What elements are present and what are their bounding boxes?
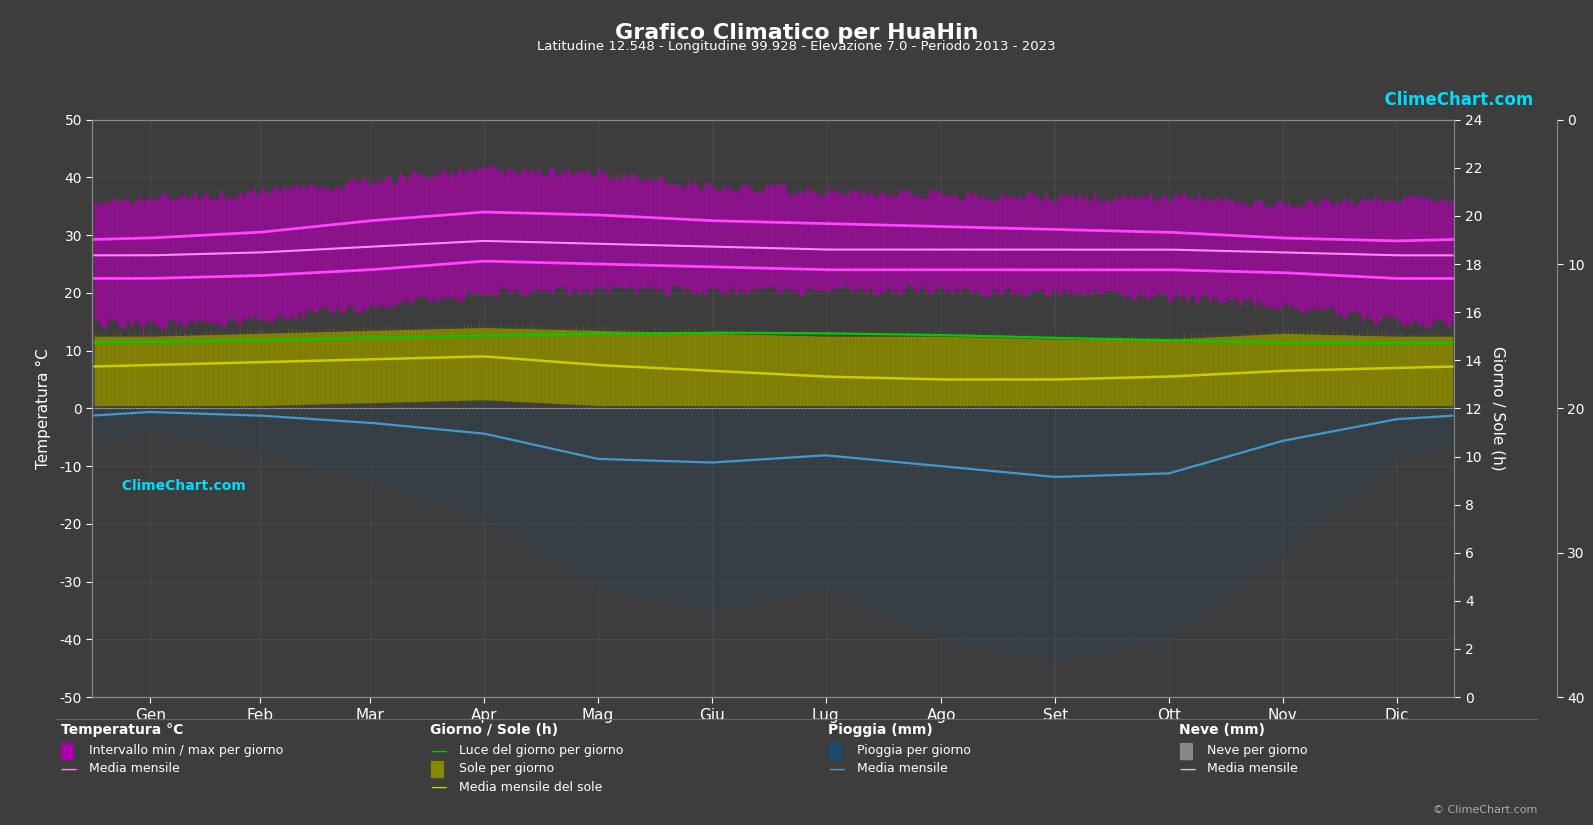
Text: —: — (430, 742, 446, 760)
Text: Media mensile del sole: Media mensile del sole (459, 780, 602, 794)
Text: Luce del giorno per giorno: Luce del giorno per giorno (459, 744, 623, 757)
Text: Intervallo min / max per giorno: Intervallo min / max per giorno (89, 744, 284, 757)
Text: █: █ (61, 742, 73, 760)
Text: Neve (mm): Neve (mm) (1179, 724, 1265, 737)
Text: Media mensile: Media mensile (857, 762, 948, 776)
Text: Giorno / Sole (h): Giorno / Sole (h) (430, 724, 558, 737)
Text: —: — (430, 778, 446, 796)
Text: © ClimeChart.com: © ClimeChart.com (1432, 805, 1537, 815)
Text: Grafico Climatico per HuaHin: Grafico Climatico per HuaHin (615, 23, 978, 43)
Text: Latitudine 12.548 - Longitudine 99.928 - Elevazione 7.0 - Periodo 2013 - 2023: Latitudine 12.548 - Longitudine 99.928 -… (537, 40, 1056, 53)
Text: █: █ (1179, 742, 1192, 760)
Text: █: █ (430, 760, 443, 778)
Text: Media mensile: Media mensile (1207, 762, 1298, 776)
Text: Pioggia (mm): Pioggia (mm) (828, 724, 933, 737)
Y-axis label: Giorno / Sole (h): Giorno / Sole (h) (1491, 346, 1505, 471)
Text: Temperatura °C: Temperatura °C (61, 724, 183, 737)
Text: —: — (61, 760, 76, 778)
Text: █: █ (828, 742, 841, 760)
Text: —: — (828, 760, 844, 778)
Text: ClimeChart.com: ClimeChart.com (112, 478, 245, 493)
Text: Pioggia per giorno: Pioggia per giorno (857, 744, 970, 757)
Text: —: — (1179, 760, 1195, 778)
Y-axis label: Temperatura °C: Temperatura °C (37, 348, 51, 469)
Text: Neve per giorno: Neve per giorno (1207, 744, 1308, 757)
Text: Sole per giorno: Sole per giorno (459, 762, 554, 776)
Text: Media mensile: Media mensile (89, 762, 180, 776)
Text: ClimeChart.com: ClimeChart.com (1373, 91, 1534, 109)
